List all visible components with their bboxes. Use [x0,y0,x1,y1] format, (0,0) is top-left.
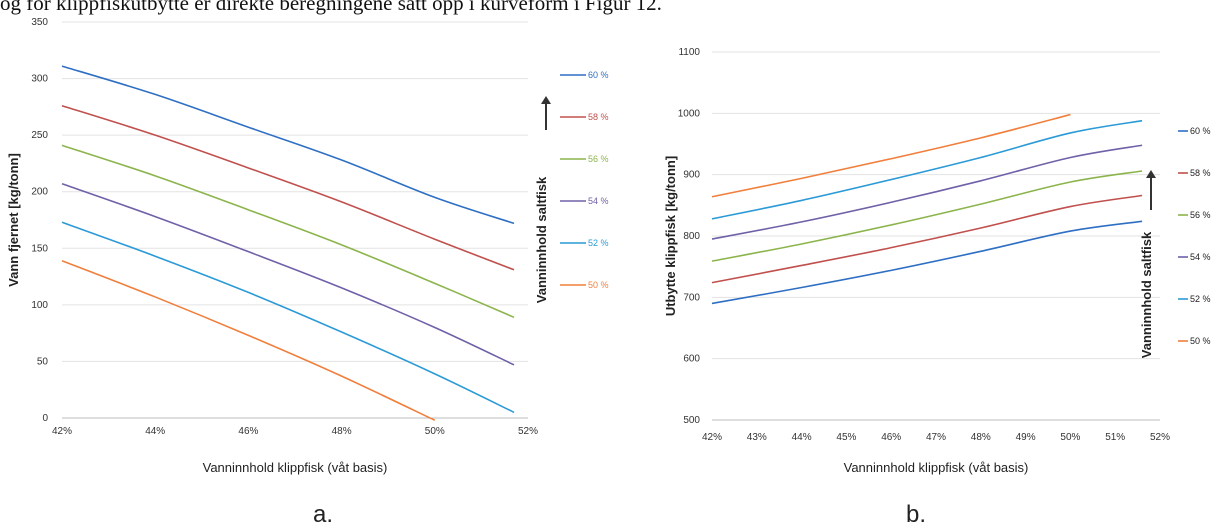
legend-label: 60 % [588,70,609,80]
legend-label: 54 % [1190,252,1211,262]
y-tick-label: 50 [37,356,49,367]
x-tick-label: 46% [238,426,258,437]
x-tick-label: 44% [145,426,165,437]
y-tick-label: 100 [31,300,48,311]
y-tick-label: 1000 [678,108,701,119]
series-line-50 [61,259,436,421]
y-tick-label: 300 [31,74,48,85]
y-tick-label: 800 [683,231,700,242]
legend-label: 52 % [1190,294,1211,304]
series-line-56 [61,144,515,319]
series-line-58 [61,104,515,271]
panel-caption: b. [906,501,926,526]
series-line-56 [711,170,1143,262]
x-tick-label: 50% [425,426,445,437]
x-tick-label: 48% [971,432,991,443]
arrow-head-icon [1146,170,1156,178]
x-tick-label: 42% [52,426,72,437]
x-tick-label: 51% [1105,432,1125,443]
x-tick-label: 48% [332,426,352,437]
legend-label: 58 % [1190,168,1211,178]
x-tick-label: 50% [1060,432,1080,443]
series-line-60 [61,65,515,225]
legend-label: 56 % [1190,210,1211,220]
x-tick-label: 44% [792,432,812,443]
series-line-54 [711,144,1143,240]
series-line-54 [61,183,515,366]
x-tick-label: 47% [926,432,946,443]
y-axis-label: Vann fjernet [kg/tonn] [6,153,21,287]
x-tick-label: 45% [836,432,856,443]
legend-label: 54 % [588,196,609,206]
x-tick-label: 43% [747,432,767,443]
x-tick-label: 42% [702,432,722,443]
x-tick-label: 49% [1016,432,1036,443]
caption-text-line: og for klippfiskutbytte er direkte bereg… [0,0,662,15]
y-tick-label: 900 [683,170,700,181]
series-line-50 [711,113,1071,198]
y-tick-label: 0 [42,413,48,424]
y-tick-label: 700 [683,292,700,303]
y-tick-label: 350 [31,17,48,28]
arrow-head-icon [541,96,551,104]
legend-title: Vanninnhold saltfisk [1139,231,1154,358]
legend-label: 56 % [588,154,609,164]
legend-label: 52 % [588,238,609,248]
chart-panel-a: 0 50 100 150 200 250 300 350 42% 44% 46% 48% 50% 52% V… [6,17,609,526]
y-tick-label: 500 [683,415,700,426]
y-tick-label: 200 [31,187,48,198]
x-axis-label: Vanninnhold klippfisk (våt basis) [203,460,388,475]
series-line-58 [711,194,1143,284]
y-axis-label: Utbytte klippfisk [kg/tonn] [663,156,678,316]
y-tick-label: 600 [683,354,700,365]
chart-panel-b: 500 600 700 800 900 1000 1100 42% 43% 44% 45% 46% 47… [663,47,1211,526]
y-tick-label: 250 [31,130,48,141]
panel-caption: a. [313,501,333,526]
x-tick-label: 52% [518,426,538,437]
x-tick-label: 46% [881,432,901,443]
legend-label: 50 % [588,280,609,290]
legend-title: Vanninnhold saltfisk [534,176,549,303]
series-line-52 [711,119,1143,220]
series-line-52 [61,221,515,414]
legend-label: 60 % [1190,126,1211,136]
y-tick-label: 1100 [678,47,700,58]
series-line-60 [711,220,1143,305]
y-tick-label: 150 [31,243,48,254]
x-axis-label: Vanninnhold klippfisk (våt basis) [844,460,1029,475]
legend-label: 50 % [1190,336,1211,346]
legend-label: 58 % [588,112,609,122]
x-tick-label: 52% [1150,432,1170,443]
